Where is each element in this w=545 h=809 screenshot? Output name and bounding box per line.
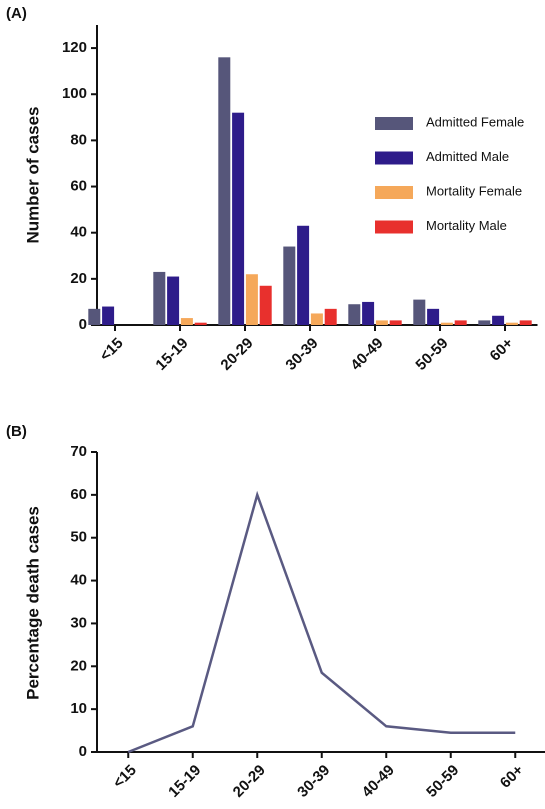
bar: [88, 308, 101, 325]
bar: [519, 320, 532, 325]
bar: [283, 246, 296, 325]
legend-label: Admitted Female: [426, 114, 524, 129]
y-axis-title: Percentage death cases: [23, 506, 42, 700]
bar: [324, 308, 337, 325]
x-tick-label: 60+: [497, 761, 527, 791]
bar: [102, 306, 115, 325]
panel-label: (A): [6, 5, 27, 22]
x-tick-label: <15: [97, 335, 127, 365]
y-tick-label: 70: [70, 443, 87, 460]
x-tick-label: 30-39: [294, 762, 333, 801]
y-tick-label: 40: [70, 224, 87, 241]
line: [127, 490, 516, 754]
panel-label: (B): [6, 423, 27, 440]
x-tick-label: 40-49: [347, 335, 386, 374]
legend-swatch: [375, 151, 413, 165]
bar: [218, 57, 231, 326]
legend-label: Admitted Male: [426, 149, 509, 164]
y-tick-label: 10: [70, 700, 87, 717]
bar: [297, 225, 310, 325]
bar: [492, 315, 505, 325]
y-tick-label: 40: [70, 572, 87, 589]
y-tick-label: 0: [79, 743, 87, 760]
y-tick-label: 120: [62, 39, 87, 56]
x-tick-label: 15-19: [165, 762, 204, 801]
y-axis-title: Number of cases: [23, 107, 42, 244]
x-tick-label: 50-59: [412, 335, 451, 374]
x-tick-label: 30-39: [282, 335, 321, 374]
y-tick-label: 30: [70, 614, 87, 631]
y-tick-label: 60: [70, 178, 87, 195]
bar: [389, 320, 402, 325]
x-tick-label: 20-29: [217, 335, 256, 374]
legend-label: Mortality Female: [426, 183, 522, 198]
bar: [505, 322, 518, 325]
y-tick-label: 20: [70, 657, 87, 674]
y-tick-label: 80: [70, 131, 87, 148]
y-tick-label: 50: [70, 529, 87, 546]
bar: [259, 285, 272, 325]
bar: [440, 322, 453, 325]
bar: [348, 304, 361, 325]
bar: [194, 322, 207, 325]
x-tick-label: 15-19: [152, 335, 191, 374]
bar: [454, 320, 467, 325]
legend-swatch: [375, 220, 413, 234]
x-tick-label: 40-49: [359, 762, 398, 801]
bar: [310, 313, 323, 325]
bar: [153, 271, 166, 325]
x-tick-label: <15: [110, 762, 140, 792]
bar: [232, 112, 245, 325]
bar: [362, 301, 375, 325]
y-tick-label: 0: [79, 316, 87, 333]
legend-swatch: [375, 186, 413, 199]
bar: [167, 276, 180, 325]
y-tick-label: 100: [62, 85, 87, 102]
bar: [413, 299, 426, 325]
bar: [427, 308, 440, 325]
legend-swatch: [375, 117, 413, 130]
y-tick-label: 60: [70, 486, 87, 503]
x-tick-label: 50-59: [423, 762, 462, 801]
legend-label: Mortality Male: [426, 218, 507, 233]
bar: [180, 318, 193, 325]
bar: [478, 320, 491, 325]
y-tick-label: 20: [70, 270, 87, 287]
x-tick-label: 20-29: [230, 762, 269, 801]
bar: [375, 320, 388, 325]
x-tick-label: 60+: [487, 334, 517, 364]
bar: [245, 274, 258, 325]
